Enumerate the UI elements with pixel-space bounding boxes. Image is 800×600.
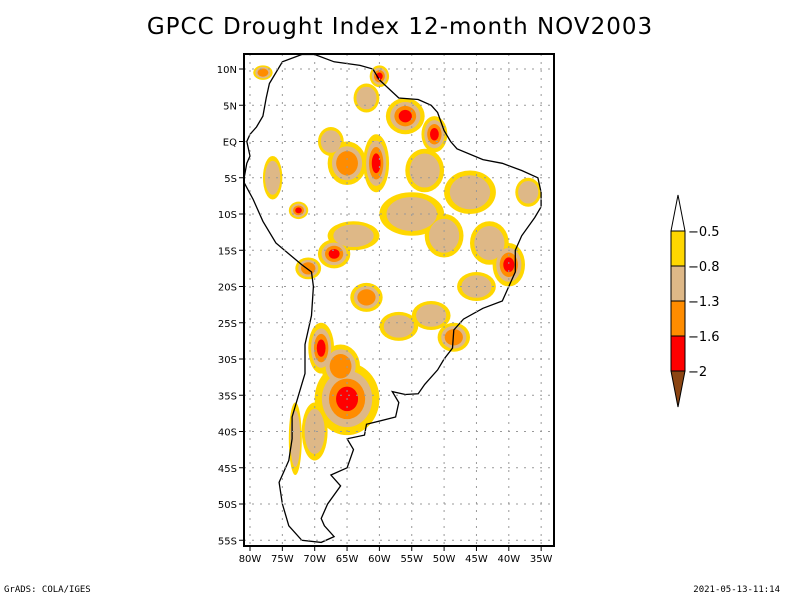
colorbar-segment — [671, 336, 685, 371]
x-tick-label: 55W — [400, 554, 423, 565]
drought-contour-level-3 — [330, 354, 352, 378]
x-tick-label: 70W — [303, 554, 326, 565]
colorbar: −0.5 −0.8 −1.3 −1.6 −2 — [671, 195, 720, 407]
x-tick-label: 35W — [530, 554, 553, 565]
footer-credit: GrADS: COLA/IGES — [4, 585, 91, 595]
colorbar-label: −2 — [688, 365, 707, 380]
drought-contour-level-2 — [450, 175, 490, 209]
y-tick-label: 20S — [218, 283, 237, 294]
y-tick-label: 55S — [218, 536, 237, 547]
colorbar-below-triangle — [671, 371, 685, 407]
x-tick-label: 65W — [336, 554, 359, 565]
x-tick-label: 45W — [465, 554, 488, 565]
y-tick-label: 40S — [218, 428, 237, 439]
drought-contour-level-3 — [301, 262, 315, 274]
x-tick-label: 60W — [368, 554, 391, 565]
drought-contour-level-4 — [503, 257, 514, 272]
drought-contour-level-2 — [518, 181, 538, 204]
colorbar-segment — [671, 301, 685, 336]
y-tick-label: 30S — [218, 355, 237, 366]
x-axis: 80W 75W 70W 65W 60W 55W 50W 45W 40W 35W — [239, 546, 553, 565]
colorbar-label: −1.3 — [688, 295, 720, 310]
footer-timestamp: 2021-05-13-11:14 — [693, 585, 780, 595]
y-tick-label: 35S — [218, 391, 237, 402]
drought-contour-level-2 — [356, 87, 376, 110]
y-tick-label: 50S — [218, 500, 237, 511]
y-tick-label: 5N — [223, 101, 237, 112]
drought-contour-level-4 — [317, 340, 326, 357]
drought-contour-level-2 — [384, 315, 414, 338]
y-tick-label: 10N — [217, 65, 237, 76]
y-tick-label: 45S — [218, 464, 237, 475]
y-axis: 10N 5N EQ 5S 10S 15S 20S 25S 30S 35S 40S 45S 50S 55S — [217, 65, 244, 547]
drought-contour-level-4 — [295, 207, 302, 213]
drought-shading-layer — [253, 65, 541, 475]
y-tick-label: 25S — [218, 319, 237, 330]
colorbar-above-triangle — [671, 195, 685, 231]
colorbar-label: −0.8 — [688, 260, 720, 275]
drought-contour-level-4 — [329, 249, 340, 259]
x-tick-label: 75W — [271, 554, 294, 565]
y-tick-label: EQ — [223, 138, 237, 149]
x-tick-label: 80W — [239, 554, 262, 565]
drought-contour-level-2 — [410, 154, 440, 188]
x-tick-label: 40W — [497, 554, 520, 565]
colorbar-label: −0.5 — [688, 225, 720, 240]
drought-contour-level-2 — [321, 130, 341, 153]
colorbar-segment — [671, 231, 685, 266]
drought-contour-level-3 — [258, 69, 269, 77]
drought-contour-level-2 — [474, 226, 504, 260]
drought-contour-level-4 — [372, 153, 381, 173]
drought-contour-level-4 — [399, 110, 412, 122]
drought-contour-level-3 — [336, 151, 358, 175]
colorbar-label: −1.6 — [688, 330, 720, 345]
y-tick-label: 10S — [218, 210, 237, 221]
drought-contour-level-4 — [430, 128, 439, 140]
drought-contour-level-2 — [333, 224, 373, 247]
y-tick-label: 5S — [224, 174, 237, 185]
colorbar-segment — [671, 266, 685, 301]
drought-contour-level-2 — [416, 304, 446, 327]
drought-contour-level-3 — [357, 289, 375, 305]
y-tick-label: 15S — [218, 246, 237, 257]
map-figure: 10N5NEQ5S10S15S20S25S30S35S40S45S50S55S … — [0, 0, 800, 600]
x-tick-label: 50W — [433, 554, 456, 565]
